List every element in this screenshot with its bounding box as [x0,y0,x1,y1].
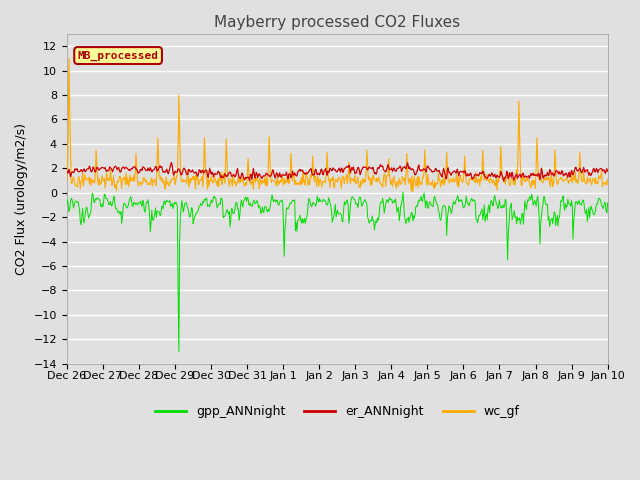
gpp_ANNnight [63,200,70,206]
Legend: gpp_ANNnight, er_ANNnight, wc_gf: gpp_ANNnight, er_ANNnight, wc_gf [150,400,525,423]
er_ANNnight [404,160,412,166]
gpp_ANNnight [604,200,611,206]
gpp_ANNnight [184,205,192,211]
gpp_ANNnight [73,199,81,204]
er_ANNnight [419,166,427,172]
Line: gpp_ANNnight: gpp_ANNnight [67,192,607,351]
gpp_ANNnight [129,203,136,209]
er_ANNnight [500,178,508,184]
wc_gf [74,184,81,190]
wc_gf [404,167,412,172]
Y-axis label: CO2 Flux (urology/m2/s): CO2 Flux (urology/m2/s) [15,123,28,275]
Line: wc_gf: wc_gf [67,59,607,192]
er_ANNnight [604,168,611,174]
wc_gf [184,167,192,173]
Title: Mayberry processed CO2 Fluxes: Mayberry processed CO2 Fluxes [214,15,460,30]
Text: MB_processed: MB_processed [77,50,159,60]
gpp_ANNnight [404,214,412,220]
er_ANNnight [212,171,220,177]
wc_gf [63,178,70,184]
wc_gf [604,177,611,182]
wc_gf [129,178,137,184]
Line: er_ANNnight: er_ANNnight [67,163,607,181]
er_ANNnight [73,167,81,172]
er_ANNnight [184,171,192,177]
wc_gf [420,168,428,174]
gpp_ANNnight [212,201,220,207]
gpp_ANNnight [399,189,407,195]
wc_gf [212,179,220,184]
er_ANNnight [63,168,70,174]
gpp_ANNnight [420,190,428,196]
wc_gf [65,56,73,61]
er_ANNnight [129,166,136,172]
wc_gf [409,189,417,194]
gpp_ANNnight [175,348,182,354]
er_ANNnight [168,160,175,166]
